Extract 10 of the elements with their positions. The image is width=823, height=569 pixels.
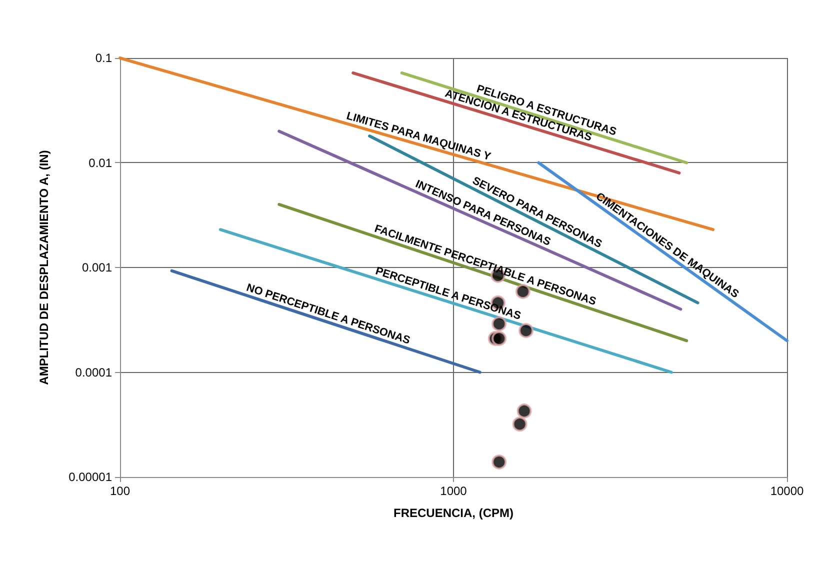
x-tick-label: 1000	[440, 484, 468, 498]
y-tick-label: 0.01	[88, 156, 112, 170]
x-tick-label: 10000	[770, 484, 804, 498]
x-axis-title: FRECUENCIA, (CPM)	[394, 506, 514, 520]
y-tick-label: 0.0001	[75, 365, 112, 380]
y-tick-label: 0.001	[82, 260, 112, 274]
y-axis-title: AMPLITUD DE DESPLAZAMIENTO A, (IN)	[37, 150, 51, 385]
x-tick-label: 100	[110, 484, 130, 498]
y-tick-label: 0.00001	[68, 470, 112, 484]
y-tick-label: 0.1	[95, 51, 112, 65]
